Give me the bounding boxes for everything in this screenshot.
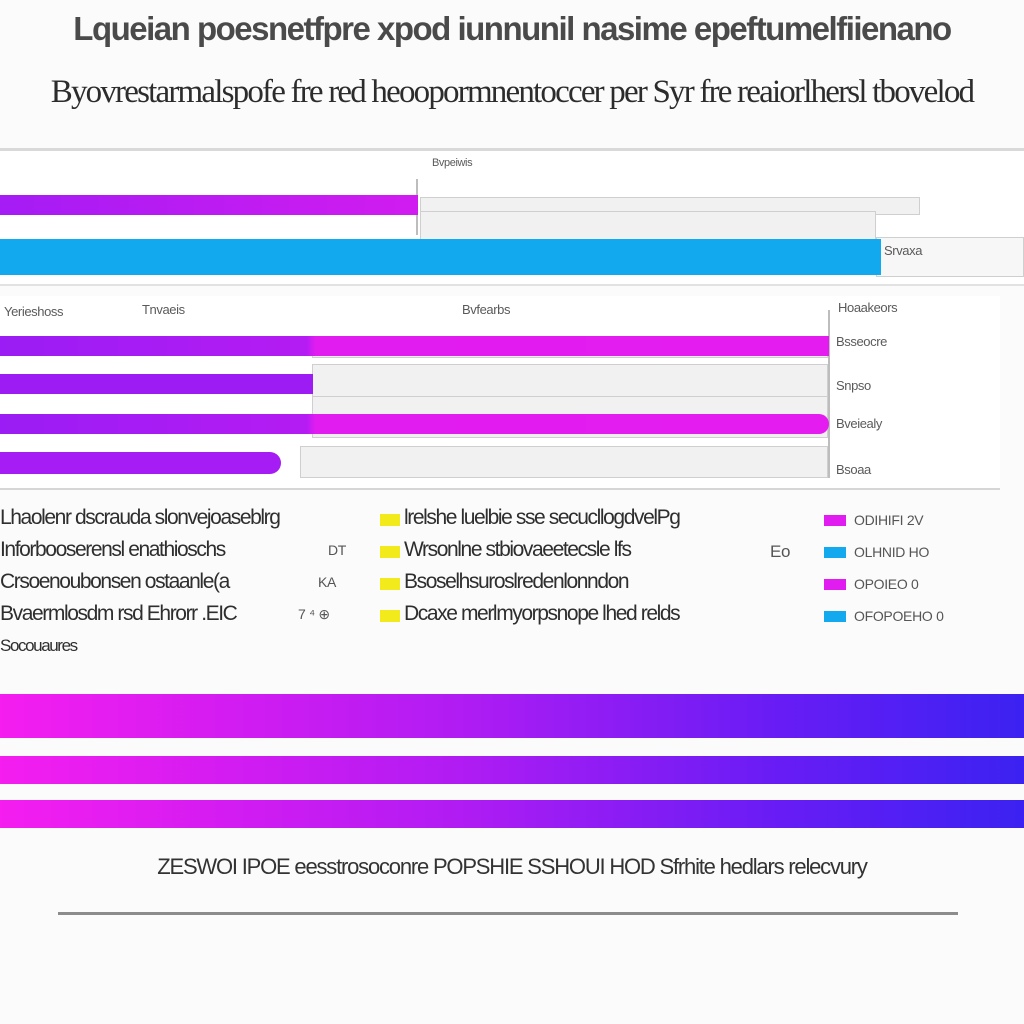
top-chart-panel: Bvpeiwis Srvaxa [0, 148, 1024, 286]
chart-footer: ZESWOI IPOE eesstrosoconre POPSHIE SSHOU… [157, 854, 868, 879]
legend-swatch-yellow-4 [380, 610, 400, 622]
legend-middle-4: Dcaxe merlmyorpsnope lhed relds [404, 602, 681, 625]
legend-left-3: Crsoenoubonsen ostaanle(a [0, 570, 230, 593]
top-bar-1 [0, 195, 418, 215]
legend-left-1: Lhaolenr dscrauda slonvejoaseblrg [0, 506, 281, 529]
legend-swatch-yellow-1 [380, 514, 400, 526]
footer-rule [58, 912, 958, 915]
mid-bar-4 [0, 452, 281, 474]
legend-right-3: OPOIEO 0 [854, 576, 919, 592]
mid-col4-label: Hoaakeors [838, 300, 898, 315]
legend-right-4: OFOPOEHO 0 [854, 608, 944, 624]
top-panel-header: Bvpeiwis [432, 157, 473, 169]
legend-left-value-3: KA [318, 574, 337, 590]
chart-subtitle: Byovrestarmalspofe fre red heoopormnento… [50, 74, 975, 110]
gradient-bar-3 [0, 800, 1024, 828]
legend-swatch-magenta-1 [824, 515, 846, 526]
legend-left-value-2: DT [328, 542, 347, 558]
legend-left-extra: Socouaures [0, 636, 78, 655]
mid-track-2 [312, 364, 828, 400]
mid-axis-line [828, 310, 830, 478]
legend-right-2: OLHNID HO [854, 544, 930, 560]
legend-swatch-yellow-2 [380, 546, 400, 558]
mid-col3-label: Bvfearbs [462, 302, 511, 317]
legend-swatch-cyan-1 [824, 547, 846, 558]
top-track-3 [876, 237, 1024, 277]
mid-chart-panel: Yerieshoss Tnvaeis Bvfearbs Hoaakeors Bs… [0, 296, 1000, 490]
legend-left-value-4: 7 ⁴ ⊕ [298, 606, 330, 622]
legend-middle-2: Wrsonlne stbiovaeetecsle lfs [404, 538, 632, 561]
mid-row-label-4: Bsoaa [836, 462, 871, 477]
mid-col2-label: Tnvaeis [142, 302, 185, 317]
legend-right-1: ODIHIFI 2V [854, 512, 924, 528]
top-right-label: Srvaxa [884, 243, 923, 258]
mid-row-label-1: Bsseocre [836, 334, 887, 349]
legend-middle-value-2: Eo [770, 542, 791, 561]
mid-row-label-3: Bveiealy [836, 416, 882, 431]
mid-bar-2 [0, 374, 313, 394]
mid-track-4 [300, 446, 828, 478]
legend-swatch-yellow-3 [380, 578, 400, 590]
legend-swatch-magenta-2 [824, 579, 846, 590]
mid-bar-3 [0, 414, 829, 434]
legend-swatch-cyan-2 [824, 611, 846, 622]
chart-title: Lqueian poesnetfpre xpod iunnunil nasime… [73, 10, 952, 47]
mid-bar-1 [0, 336, 829, 356]
legend-middle-1: lrelshe luelbie sse secucllogdvelPg [404, 506, 681, 529]
legend-left-2: Inforbooserensl enathioschs [0, 538, 226, 561]
legend-left-4: Bvaermlosdm rsd Ehrorr .EIC [0, 602, 238, 625]
gradient-bar-1 [0, 694, 1024, 738]
gradient-bar-2 [0, 756, 1024, 784]
mid-row-label-2: Snpso [836, 378, 871, 393]
mid-col1-label: Yerieshoss [4, 304, 64, 319]
top-bar-2 [0, 239, 881, 275]
legend-middle-3: Bsoselhsuroslredenlonndon [404, 570, 630, 593]
top-track-2 [420, 211, 876, 241]
